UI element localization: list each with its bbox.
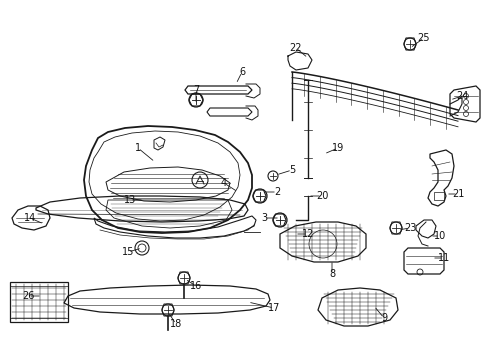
Text: 1: 1 [135,143,141,153]
Text: 24: 24 [455,91,467,101]
Text: 10: 10 [433,231,445,241]
Text: 13: 13 [123,195,136,205]
Text: 7: 7 [192,85,199,95]
Text: 6: 6 [239,67,244,77]
Text: 2: 2 [273,187,280,197]
Text: 9: 9 [380,313,386,323]
Text: 21: 21 [451,189,463,199]
Text: 11: 11 [437,253,449,263]
Text: 18: 18 [169,319,182,329]
Text: 5: 5 [288,165,295,175]
Text: 12: 12 [301,229,314,239]
Text: 26: 26 [22,291,34,301]
Text: 8: 8 [328,269,334,279]
Text: 20: 20 [315,191,327,201]
Text: 25: 25 [417,33,429,43]
Text: 19: 19 [331,143,344,153]
Text: 17: 17 [267,303,280,313]
Text: 4: 4 [221,178,226,188]
Text: 23: 23 [403,223,415,233]
Text: 3: 3 [261,213,266,223]
Text: 22: 22 [289,43,302,53]
Text: 16: 16 [189,281,202,291]
Text: 14: 14 [24,213,36,223]
Text: 15: 15 [122,247,134,257]
